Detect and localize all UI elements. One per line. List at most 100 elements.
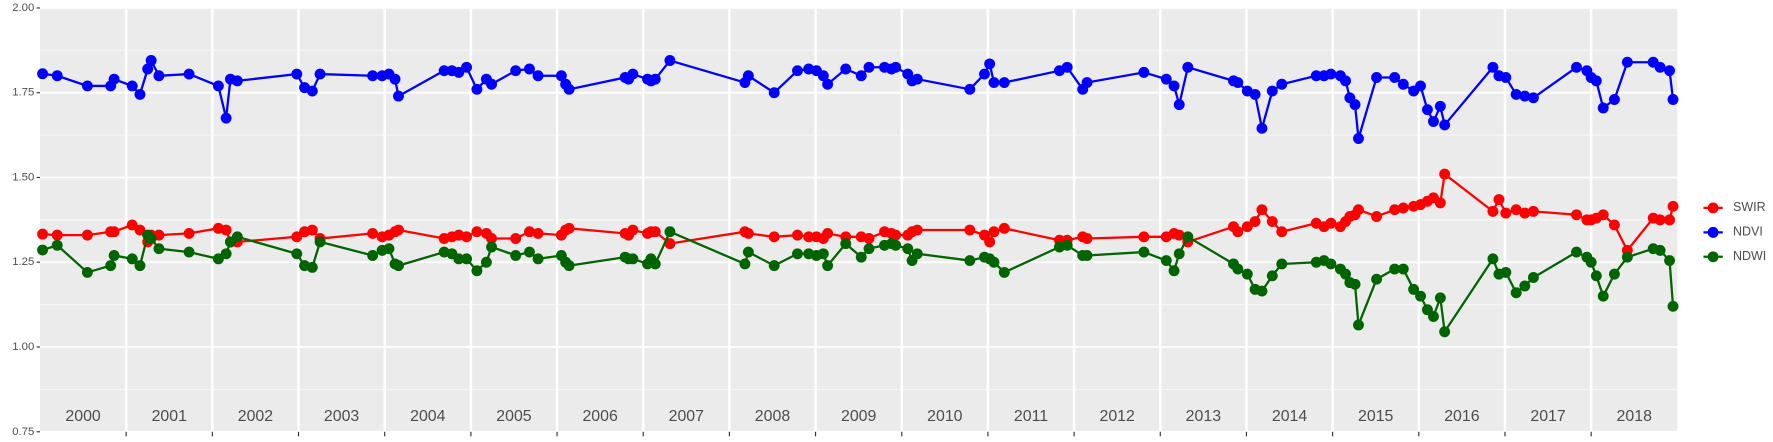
point xyxy=(1571,61,1582,73)
y-tick-label: 1.75 xyxy=(12,87,34,99)
point xyxy=(510,250,522,261)
point xyxy=(1519,207,1531,219)
point xyxy=(314,236,326,248)
x-tick-label: 2014 xyxy=(1272,408,1308,425)
legend-label: NDVI xyxy=(1733,225,1763,239)
point xyxy=(1510,287,1522,299)
point xyxy=(988,77,1000,89)
x-tick-label: 2018 xyxy=(1617,408,1653,425)
point xyxy=(291,231,303,243)
point xyxy=(108,73,120,85)
point xyxy=(183,246,195,258)
point xyxy=(911,224,923,236)
point xyxy=(471,226,483,238)
point xyxy=(461,253,473,265)
point xyxy=(1654,244,1666,256)
x-tick-label: 2010 xyxy=(927,408,963,425)
point xyxy=(81,229,93,241)
point xyxy=(822,260,834,272)
point xyxy=(1519,280,1531,292)
point xyxy=(1182,231,1194,243)
point xyxy=(1325,217,1337,229)
point xyxy=(911,73,923,85)
point xyxy=(1597,209,1609,221)
point xyxy=(1527,272,1539,283)
point xyxy=(1081,233,1093,244)
point xyxy=(142,63,154,75)
point xyxy=(768,231,780,243)
point xyxy=(855,70,867,82)
point xyxy=(1310,70,1322,82)
point xyxy=(134,260,146,272)
point xyxy=(1427,311,1439,322)
x-tick-label: 2002 xyxy=(238,408,274,425)
x-tick-label: 2017 xyxy=(1530,408,1566,425)
point xyxy=(998,77,1010,89)
point xyxy=(555,70,567,82)
point xyxy=(291,68,303,80)
point xyxy=(768,260,780,272)
point xyxy=(1173,229,1185,241)
point xyxy=(1081,250,1093,261)
point xyxy=(126,80,138,92)
point xyxy=(822,78,834,90)
point xyxy=(1389,204,1401,216)
point xyxy=(1173,248,1185,260)
point xyxy=(510,233,522,244)
point xyxy=(1353,319,1364,331)
point xyxy=(37,228,49,240)
point xyxy=(1249,88,1261,100)
point xyxy=(1256,122,1268,134)
point xyxy=(627,224,639,236)
point xyxy=(627,68,639,80)
point xyxy=(1371,273,1383,285)
x-tick-label: 2001 xyxy=(152,408,188,425)
point xyxy=(367,227,379,239)
point xyxy=(486,241,498,253)
point xyxy=(153,70,165,82)
point xyxy=(984,236,996,248)
point xyxy=(1667,200,1679,212)
point xyxy=(1500,72,1512,83)
point xyxy=(739,258,751,270)
point xyxy=(1621,251,1633,263)
point xyxy=(532,227,544,239)
point xyxy=(1590,270,1602,282)
point xyxy=(480,256,492,268)
point xyxy=(1266,85,1278,97)
point xyxy=(453,253,465,265)
point xyxy=(1061,239,1073,251)
point xyxy=(742,227,754,239)
point xyxy=(438,65,450,77)
point xyxy=(988,256,1000,268)
point xyxy=(1500,266,1512,278)
point xyxy=(383,243,395,255)
point xyxy=(840,238,852,250)
point xyxy=(1571,246,1582,258)
point xyxy=(1434,197,1446,209)
y-tick-label: 2.00 xyxy=(12,2,34,14)
point xyxy=(1667,300,1679,312)
point xyxy=(524,63,535,75)
legend-key xyxy=(1707,251,1719,263)
point xyxy=(1667,94,1679,105)
x-tick-label: 2013 xyxy=(1186,408,1222,425)
point xyxy=(1608,268,1620,280)
legend-label: NDWI xyxy=(1733,249,1766,263)
point xyxy=(1256,204,1268,216)
point xyxy=(664,55,676,66)
point xyxy=(1421,104,1433,116)
point xyxy=(183,68,195,80)
point xyxy=(1527,205,1539,217)
point xyxy=(863,61,875,73)
point xyxy=(461,61,473,73)
point xyxy=(742,246,754,258)
x-tick-label: 2000 xyxy=(65,408,101,425)
point xyxy=(1173,99,1185,111)
point xyxy=(664,226,676,238)
point xyxy=(51,239,63,251)
point xyxy=(817,248,829,260)
point xyxy=(1232,263,1244,275)
point xyxy=(471,265,483,277)
x-tick-label: 2007 xyxy=(669,408,705,425)
